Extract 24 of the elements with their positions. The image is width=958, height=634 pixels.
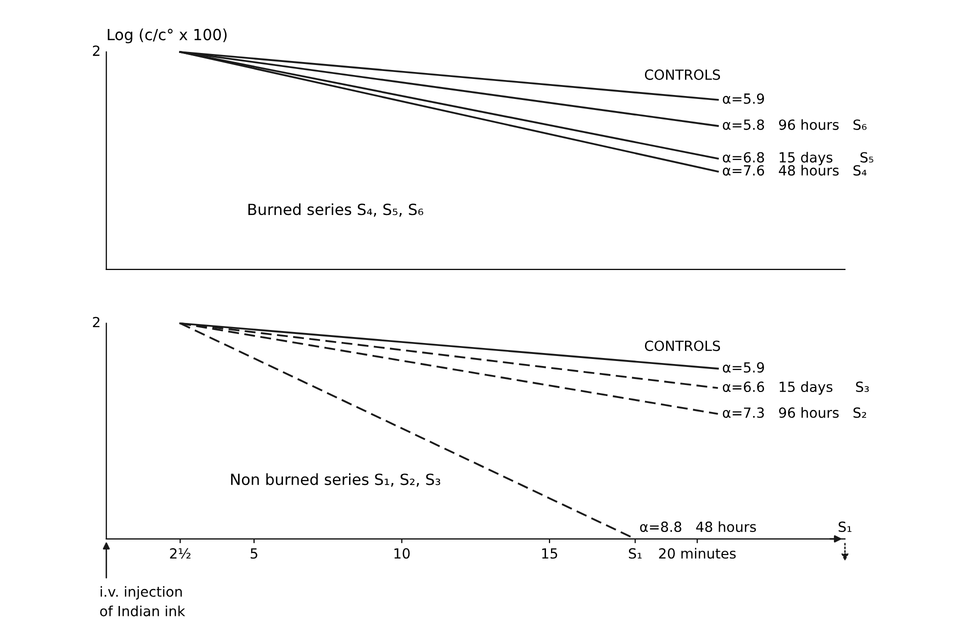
text: 2 <box>92 46 100 56</box>
x-tick-label: 2½ <box>170 548 190 559</box>
series-label: α=7.3 96 hours S₂ <box>722 407 866 418</box>
text: 2 <box>92 316 100 328</box>
series-label: α=8.8 48 hours <box>640 521 756 532</box>
text: Non burned series S₁, S₂, S₃ <box>231 473 440 487</box>
series-label: α=6.8 15 days S₅ <box>722 152 874 166</box>
annotation: S₁ <box>838 522 852 532</box>
series-label: α=5.8 96 hours S₆ <box>722 119 867 130</box>
series-label: α=5.9 <box>722 93 764 104</box>
series-label: α=7.6 48 hours S₄ <box>722 164 867 176</box>
series-label: α=5.9 <box>722 362 764 373</box>
x-tick-label: S₁ <box>628 548 642 559</box>
text: Burned series S₄, S₅, S₆ <box>248 203 424 217</box>
y-axis-title: Log (c/c° x 100) <box>108 28 227 44</box>
text: of Indian ink <box>100 606 186 616</box>
x-tick-label: 10 <box>394 548 410 559</box>
annotation: CONTROLS <box>644 69 720 80</box>
annotation: CONTROLS <box>644 340 720 352</box>
x-tick-label: 5 <box>250 548 258 559</box>
x-tick-label: 20 minutes <box>659 548 736 559</box>
series-label: α=6.6 15 days S₃ <box>722 381 869 395</box>
x-tick-label: 15 <box>542 548 558 559</box>
text: i.v. injection <box>100 586 182 600</box>
